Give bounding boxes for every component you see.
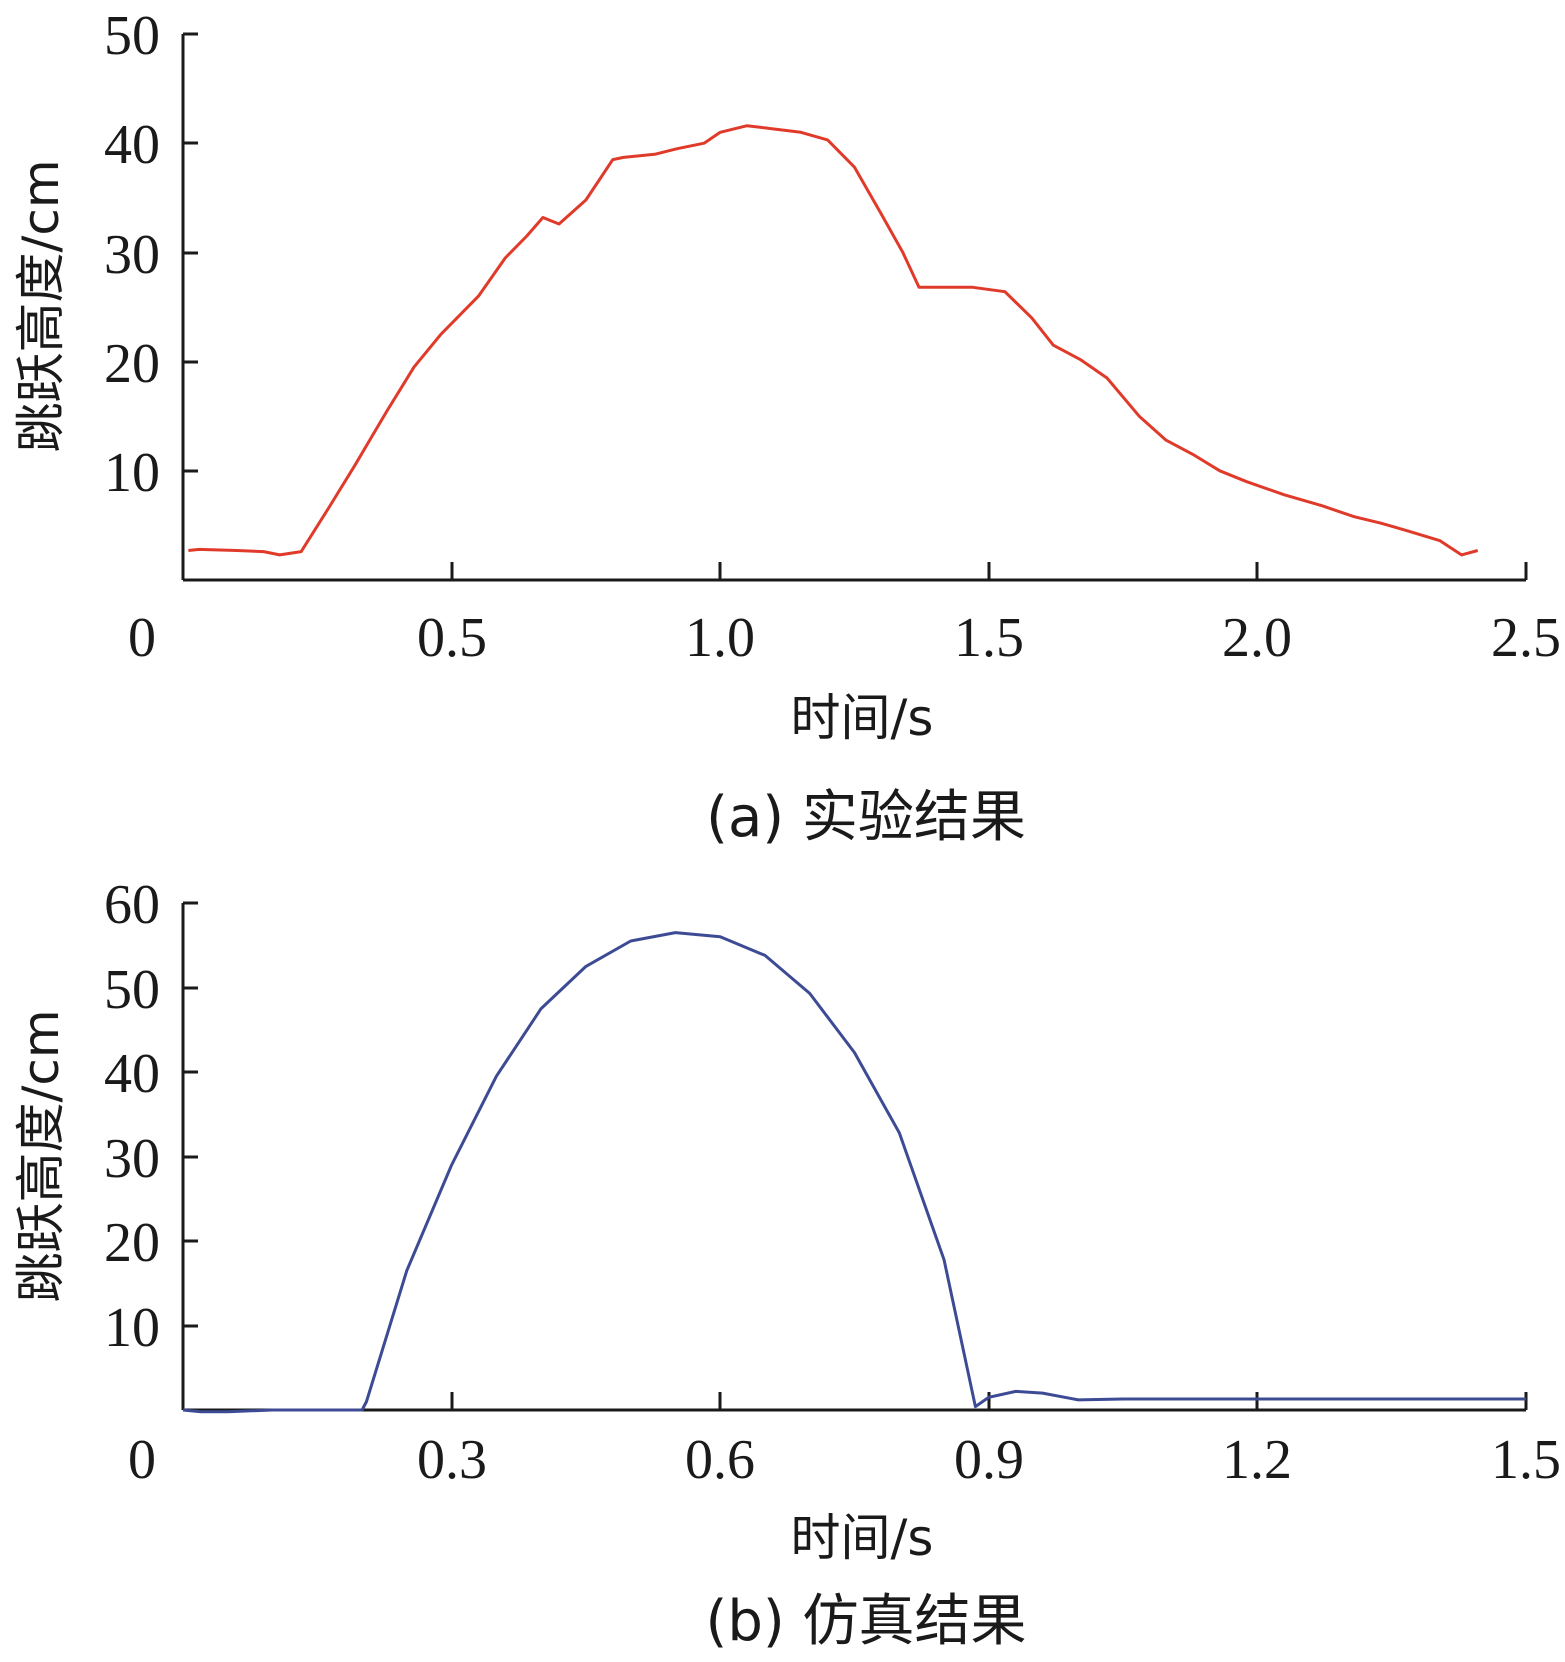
x-tick-label: 0: [128, 607, 156, 669]
x-tick-label: 0.6: [685, 1429, 755, 1491]
x-axis-title-b: 时间/s: [791, 1509, 934, 1567]
y-tick-label: 20: [104, 1212, 160, 1274]
series-group-b: [182, 931, 1526, 1414]
y-tick-label: 10: [104, 442, 160, 504]
y-tick-label: 30: [104, 224, 160, 286]
x-axis-b: 0 0.3 0.6 0.9 1.2 1.5 时间/s: [128, 1392, 1561, 1567]
x-tick-label: 1.0: [685, 607, 755, 669]
x-tick-label: 1.5: [954, 607, 1024, 669]
chart-panel-a: 50 40 30 20 10 跳跃高度/cm 0 0.5 1.0 1.5 2.0…: [12, 5, 1561, 850]
y-tick-label: 40: [104, 1043, 160, 1105]
y-axis-b: 60 50 40 30 20 10 跳跃高度/cm: [12, 874, 198, 1410]
caption-a: (a) 实验结果: [706, 785, 1026, 850]
x-tick-label: 0: [128, 1429, 156, 1491]
x-axis-a: 0 0.5 1.0 1.5 2.0 2.5 时间/s: [128, 562, 1561, 747]
x-tick-label: 0.3: [417, 1429, 487, 1491]
series-line-experiment: [188, 124, 1479, 557]
y-axis-a: 50 40 30 20 10 跳跃高度/cm: [12, 5, 198, 580]
x-axis-title-a: 时间/s: [791, 689, 934, 747]
x-tick-label: 1.5: [1491, 1429, 1561, 1491]
y-axis-title-a: 跳跃高度/cm: [12, 159, 70, 452]
y-tick-label: 10: [104, 1297, 160, 1359]
caption-b: (b) 仿真结果: [705, 1589, 1026, 1654]
series-group-a: [188, 124, 1479, 557]
chart-panel-b: 60 50 40 30 20 10 跳跃高度/cm 0 0.3 0.6 0.9 …: [12, 874, 1561, 1654]
y-tick-label: 50: [104, 5, 160, 67]
x-tick-label: 0.9: [954, 1429, 1024, 1491]
x-tick-label: 1.2: [1222, 1429, 1292, 1491]
x-tick-label: 0.5: [417, 607, 487, 669]
y-axis-title-b: 跳跃高度/cm: [12, 1009, 70, 1302]
y-tick-label: 50: [104, 959, 160, 1021]
x-tick-label: 2.5: [1491, 607, 1561, 669]
x-tick-label: 2.0: [1222, 607, 1292, 669]
y-tick-label: 20: [104, 333, 160, 395]
y-tick-label: 60: [104, 874, 160, 936]
y-tick-label: 40: [104, 114, 160, 176]
series-line-simulation: [182, 931, 1526, 1414]
y-tick-label: 30: [104, 1128, 160, 1190]
